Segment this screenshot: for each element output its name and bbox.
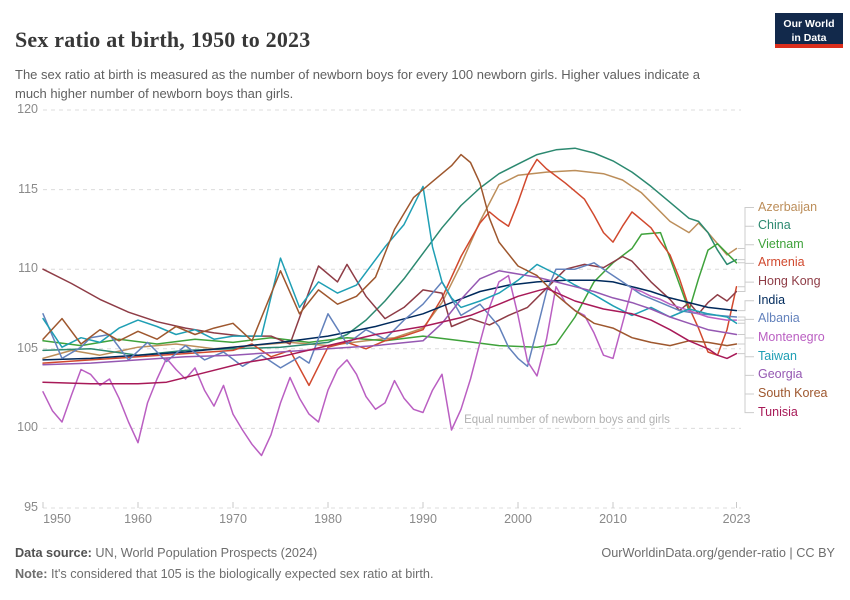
legend-label-hong-kong[interactable]: Hong Kong	[758, 274, 821, 289]
legend-leader-azerbaijan	[738, 207, 754, 249]
equal-ratio-annotation: Equal number of newborn boys and girls	[460, 414, 674, 426]
legend-label-china[interactable]: China	[758, 218, 791, 233]
series-line-vietnam[interactable]	[42, 231, 738, 348]
legend-leader-armenia	[738, 262, 754, 288]
x-tick-label-2000: 2000	[504, 512, 532, 526]
y-tick-label-105: 105	[17, 340, 38, 355]
legend-label-armenia[interactable]: Armenia	[758, 255, 805, 270]
y-tick-label-95: 95	[24, 500, 38, 514]
series-line-india[interactable]	[42, 279, 738, 361]
data-source-line: Data source: UN, World Population Prospe…	[15, 546, 317, 560]
y-tick-label-110: 110	[18, 261, 38, 276]
note-text: It's considered that 105 is the biologic…	[47, 567, 434, 581]
y-tick-label-120: 120	[17, 102, 38, 116]
x-tick-label-1950: 1950	[43, 512, 71, 526]
series-line-georgia[interactable]	[42, 270, 738, 366]
series-line-montenegro[interactable]	[42, 274, 738, 457]
owid-logo-line1: Our World	[783, 18, 835, 30]
data-source-text: UN, World Population Prospects (2024)	[91, 546, 318, 560]
legend-label-montenegro[interactable]: Montenegro	[758, 330, 825, 345]
note-line: Note: It's considered that 105 is the bi…	[15, 567, 434, 581]
legend-leader-south-korea	[738, 343, 754, 395]
note-label: Note:	[15, 567, 48, 581]
legend-label-albania[interactable]: Albania	[758, 311, 800, 326]
legend-leader-albania	[738, 316, 754, 320]
x-tick-label-1980: 1980	[314, 512, 342, 526]
legend-leader-montenegro	[738, 319, 754, 339]
y-tick-label-100: 100	[17, 420, 38, 435]
legend-leader-taiwan	[738, 322, 754, 358]
series-line-south-korea[interactable]	[42, 153, 738, 347]
y-tick-label-115: 115	[18, 181, 38, 196]
series-line-armenia[interactable]	[42, 158, 738, 387]
legend-label-azerbaijan[interactable]: Azerbaijan	[758, 199, 818, 214]
owid-logo[interactable]: Our World in Data	[775, 13, 843, 48]
legend-leader-hong-kong	[738, 281, 754, 292]
legend-label-vietnam[interactable]: Vietnam	[758, 236, 804, 251]
series-line-azerbaijan[interactable]	[42, 169, 738, 360]
legend-label-tunisia[interactable]: Tunisia	[758, 404, 798, 419]
legend-label-georgia[interactable]: Georgia	[758, 367, 803, 382]
data-source-label: Data source:	[15, 546, 92, 560]
owid-citation-link[interactable]: OurWorldinData.org/gender-ratio | CC BY	[601, 546, 835, 560]
legend-leader-georgia	[738, 334, 754, 376]
legend-leader-india	[738, 300, 754, 312]
x-tick-label-1970: 1970	[219, 512, 247, 526]
x-tick-label-2023: 2023	[722, 512, 751, 526]
page-title: Sex ratio at birth, 1950 to 2023	[15, 26, 311, 52]
series-line-china[interactable]	[42, 147, 738, 356]
series-line-tunisia[interactable]	[42, 287, 738, 385]
x-tick-label-2010: 2010	[599, 512, 627, 526]
legend-label-south-korea[interactable]: South Korea	[758, 386, 828, 400]
chart-subtitle: The sex ratio at birth is measured as th…	[15, 67, 701, 101]
legend-label-taiwan[interactable]: Taiwan	[758, 348, 797, 363]
x-tick-label-1960: 1960	[124, 512, 152, 526]
legend-label-india[interactable]: India	[758, 292, 786, 307]
legend-leader-tunisia	[738, 353, 754, 414]
legend-leader-vietnam	[738, 244, 754, 264]
legend-leader-china	[738, 225, 754, 261]
owid-logo-line2: in Data	[791, 31, 827, 44]
x-tick-label-1990: 1990	[409, 512, 437, 526]
